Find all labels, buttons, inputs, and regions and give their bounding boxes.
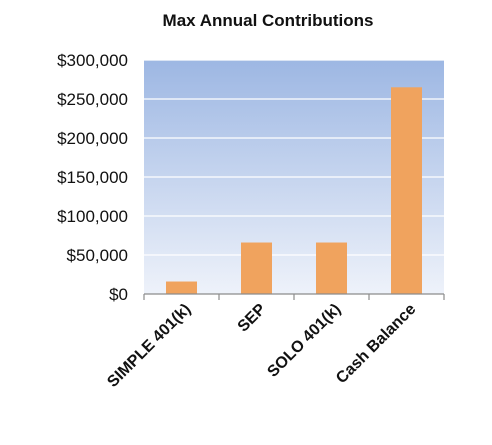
x-category-label: SEP	[235, 301, 270, 336]
bar	[166, 281, 197, 294]
bar	[241, 242, 272, 294]
y-tick-label: $0	[109, 285, 128, 304]
axes	[143, 293, 445, 300]
x-category-label: SIMPLE 401(k)	[104, 301, 194, 391]
y-tick-label: $150,000	[57, 168, 128, 187]
y-tick-label: $100,000	[57, 207, 128, 226]
y-tick-label: $300,000	[57, 51, 128, 70]
y-tick-label: $200,000	[57, 129, 128, 148]
y-tick-label: $250,000	[57, 90, 128, 109]
y-tick-labels: $0 $50,000 $100,000 $150,000 $200,000 $250,00…	[57, 51, 128, 304]
chart-title: Max Annual Contributions	[163, 11, 374, 30]
x-category-label: Cash Balance	[333, 301, 419, 387]
y-tick-label: $50,000	[67, 246, 128, 265]
grid-lines	[144, 59, 444, 256]
x-category-label: SOLO 401(k)	[264, 301, 344, 381]
bar	[391, 87, 422, 294]
bars	[166, 87, 422, 294]
bar	[316, 242, 347, 294]
